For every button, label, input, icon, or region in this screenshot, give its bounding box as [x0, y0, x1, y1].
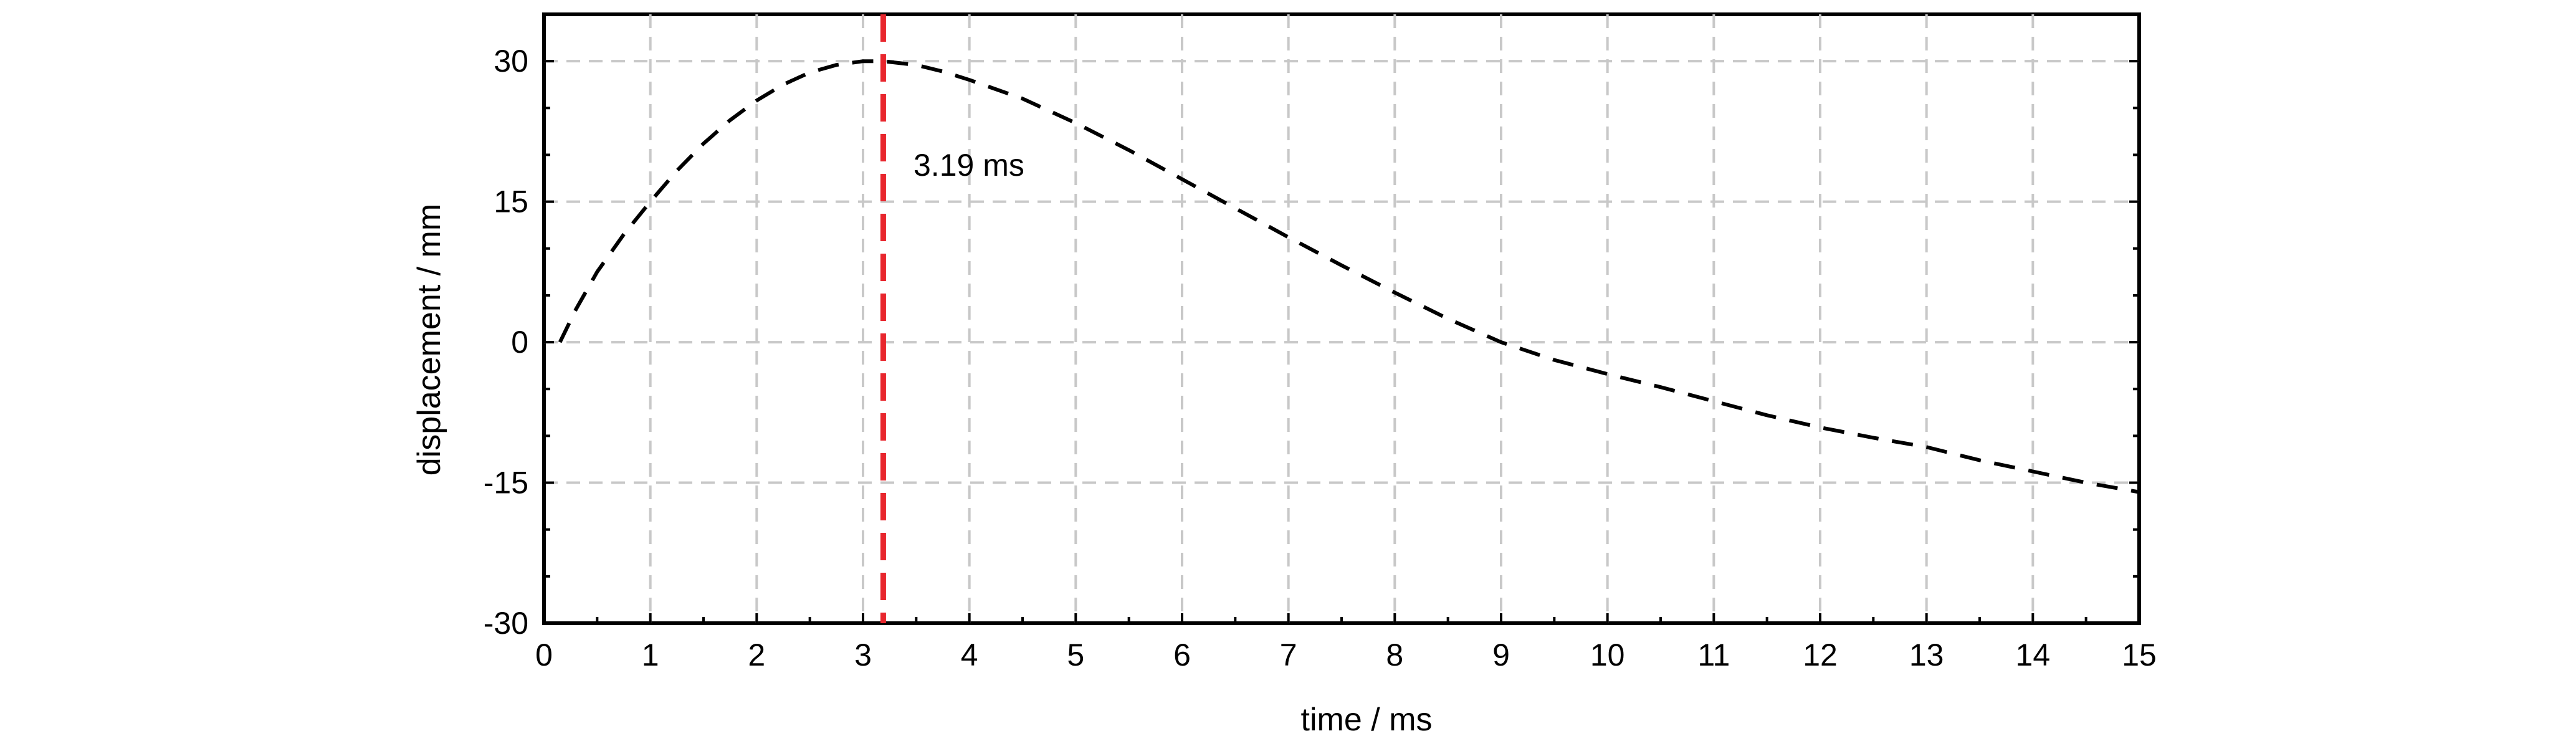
minor-ticks	[543, 13, 2140, 624]
y-tick-label: -15	[484, 466, 528, 500]
x-tick-label: 13	[1909, 638, 1944, 672]
y-tick-label: 30	[494, 44, 528, 79]
y-tick-label: 15	[494, 184, 528, 219]
x-tick-label: 3	[854, 638, 872, 672]
y-axis-label: displacement / mm	[411, 204, 447, 476]
y-axis-tick-labels: -30 -15 0 15 30	[484, 44, 528, 641]
x-tick-label: 11	[1697, 638, 1730, 672]
grid	[544, 14, 2139, 623]
x-tick-label: 0	[535, 638, 553, 672]
plot-area	[542, 12, 2141, 625]
series-layer	[558, 59, 2140, 494]
x-tick-label: 5	[1067, 638, 1084, 672]
x-tick-label: 15	[2122, 638, 2157, 672]
x-axis-tick-labels: 0 1 2 3 4 5 6 7 8 9 10 11 12 13 14 15	[535, 638, 2157, 672]
x-tick-label: 14	[2016, 638, 2051, 672]
x-tick-label: 7	[1280, 638, 1297, 672]
x-tick-label: 1	[642, 638, 659, 672]
x-tick-label: 2	[748, 638, 765, 672]
y-tick-label: 0	[511, 325, 528, 360]
x-tick-label: 10	[1590, 638, 1625, 672]
displacement-series-line	[558, 59, 2140, 494]
x-tick-label: 9	[1492, 638, 1510, 672]
x-tick-label: 4	[961, 638, 978, 672]
x-tick-label: 12	[1803, 638, 1838, 672]
peak-time-annotation-label: 3.19 ms	[914, 148, 1024, 183]
plot-frame	[542, 12, 2141, 625]
y-tick-label: -30	[484, 606, 528, 641]
x-tick-label: 8	[1386, 638, 1403, 672]
x-axis-label: time / ms	[1301, 702, 1433, 736]
x-tick-label: 6	[1173, 638, 1191, 672]
